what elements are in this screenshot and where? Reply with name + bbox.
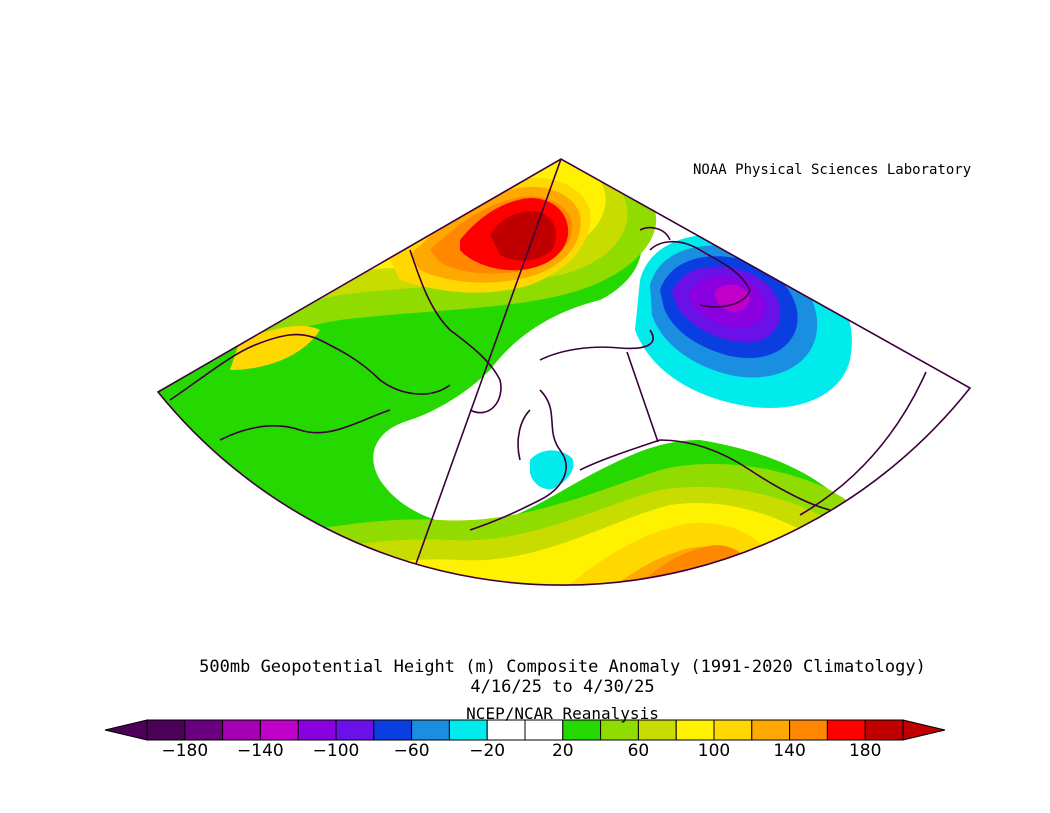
colorbar-swatch: [562, 719, 602, 741]
colorbar-right-arrow: [902, 719, 946, 741]
meridian-lines: [402, 159, 927, 586]
colorbar-swatch: [600, 719, 639, 741]
colorbar-left-arrow: [104, 719, 148, 741]
colorbar-tick-label: −140: [237, 741, 284, 761]
colorbar-swatch: [184, 719, 224, 741]
colorbar-swatch: [146, 719, 186, 741]
credit-text: NOAA Physical Sciences Laboratory: [693, 162, 972, 178]
data-source: NCEP/NCAR Reanalysis: [466, 704, 659, 723]
colorbar-swatch: [524, 719, 564, 741]
colorbar-tick-label: 100: [697, 741, 731, 761]
colorbar-swatch: [448, 719, 488, 741]
colorbar: [104, 719, 946, 741]
colorbar-swatch: [335, 719, 375, 741]
colorbar-tick-label: 60: [627, 741, 650, 761]
colorbar-swatch: [789, 719, 828, 741]
colorbar-tick-label: −100: [312, 741, 360, 761]
colorbar-swatch: [637, 719, 677, 741]
colorbar-swatch: [675, 719, 715, 741]
colorbar-tick-label: −180: [161, 741, 209, 761]
colorbar-swatch: [864, 719, 904, 741]
colorbar-swatch: [713, 719, 753, 741]
colorbar-swatch: [259, 719, 299, 741]
colorbar-tick-label: 20: [551, 741, 574, 761]
colorbar-swatch: [486, 719, 526, 741]
colorbar-swatch: [751, 719, 791, 741]
colorbar-swatch: [222, 719, 261, 741]
chart-title: 500mb Geopotential Height (m) Composite …: [199, 657, 926, 677]
colorbar-tick-label: 140: [773, 741, 806, 761]
colorbar-swatch: [411, 719, 450, 741]
colorbar-tick-label: −20: [469, 741, 506, 761]
date-range: 4/16/25 to 4/30/25: [470, 677, 655, 697]
colorbar-tick-label: 180: [848, 741, 882, 761]
colorbar-swatch: [297, 719, 337, 741]
coastlines: [169, 226, 831, 531]
colorbar-ticks: −180 −140 −100 −60 −20 20 60 100 140 180: [0, 741, 1050, 763]
colorbar-tick-label: −60: [393, 741, 430, 761]
colorbar-swatch: [373, 719, 413, 741]
map-boundary: [156, 158, 972, 586]
colorbar-swatch: [826, 719, 866, 741]
